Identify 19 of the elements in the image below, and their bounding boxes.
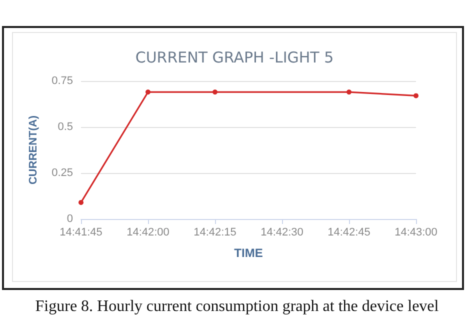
x-axis-title: TIME [234,246,263,260]
point [414,93,418,98]
y-tick-label: 0.25 [52,167,73,179]
point [346,90,352,95]
caption: Figure 8. Hourly current consumption graph at the device level [34,298,440,316]
y-axis-title: CURRENT(A) [28,115,40,185]
chart-title: CURRENT GRAPH -LIGHT 5 [135,48,334,66]
point [212,90,218,95]
x-tick-label: 14:42:00 [126,226,170,238]
x-tick-label: 14:43:00 [394,226,438,238]
point [146,90,150,95]
y-tick-label: 0.75 [52,75,73,87]
y-tick-label: 0.5 [58,121,73,133]
x-tick-label: 14:42:45 [328,226,370,238]
x-tick-label: 14:42:15 [194,226,236,238]
x-tick-label: 14:41:45 [60,226,102,238]
point [78,200,84,205]
x-tick-label: 14:42:30 [260,226,304,238]
y-tick-label: 0 [66,213,73,225]
